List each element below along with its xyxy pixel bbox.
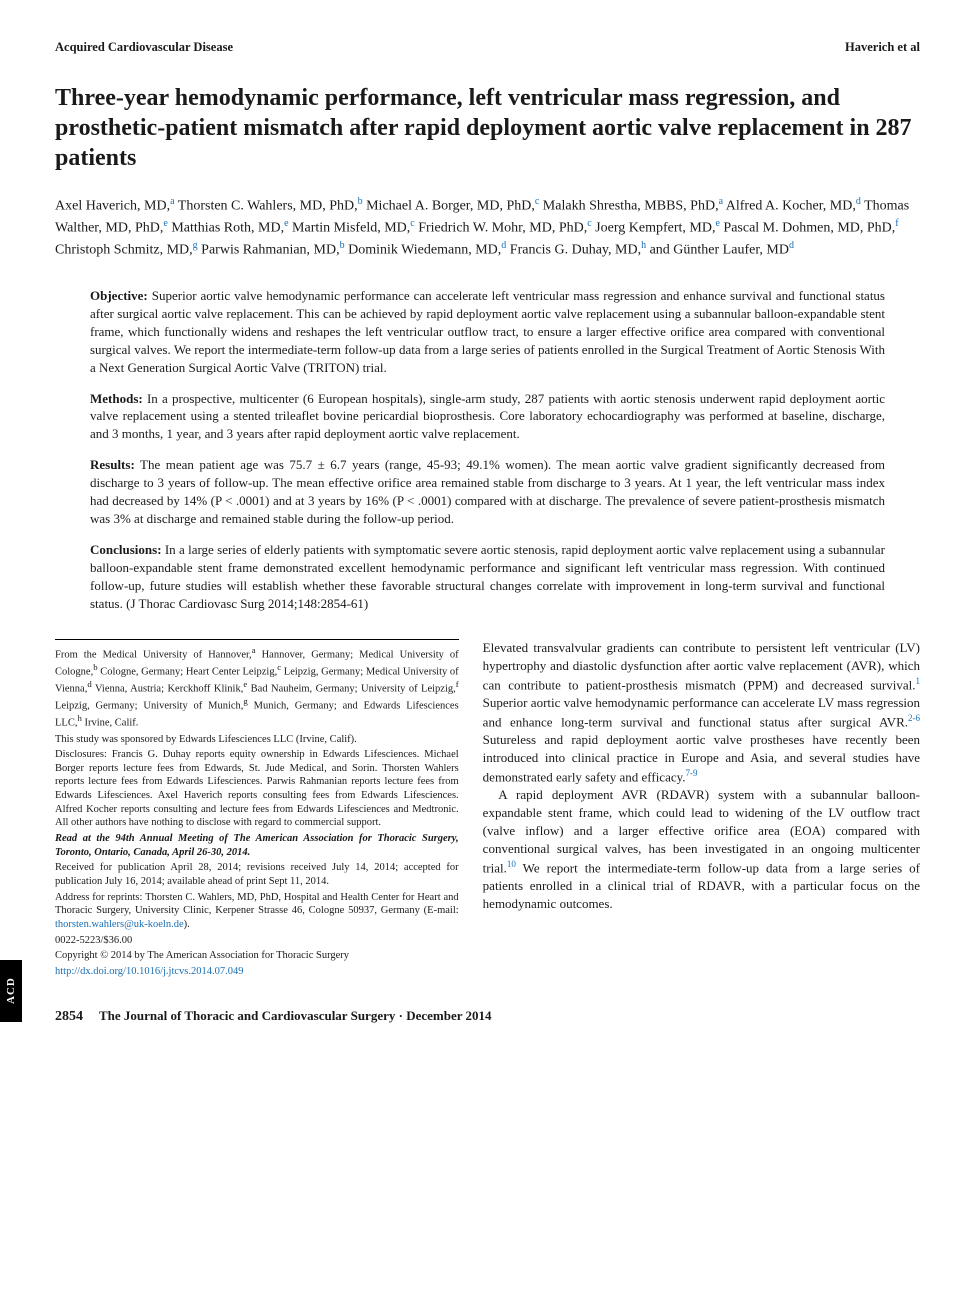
abstract-methods-label: Methods: <box>90 391 143 406</box>
journal-footer-line: The Journal of Thoracic and Cardiovascul… <box>99 1008 492 1024</box>
header-section-left: Acquired Cardiovascular Disease <box>55 40 233 55</box>
copyright: Copyright © 2014 by The American Associa… <box>55 949 459 963</box>
body-para-2: A rapid deployment AVR (RDAVR) system wi… <box>483 786 920 913</box>
abstract-conclusions: Conclusions: In a large series of elderl… <box>90 541 885 613</box>
abstract-objective: Objective: Superior aortic valve hemodyn… <box>90 287 885 377</box>
reprints-note: Address for reprints: Thorsten C. Wahler… <box>55 891 459 932</box>
abstract-results: Results: The mean patient age was 75.7 ±… <box>90 456 885 528</box>
abstract-objective-text: Superior aortic valve hemodynamic perfor… <box>90 288 885 375</box>
page-footer: 2854 The Journal of Thoracic and Cardiov… <box>55 1008 920 1025</box>
running-header: Acquired Cardiovascular Disease Haverich… <box>55 40 920 55</box>
article-title: Three-year hemodynamic performance, left… <box>55 83 920 173</box>
author-list: Axel Haverich, MD,a Thorsten C. Wahlers,… <box>55 195 920 261</box>
abstract-results-text: The mean patient age was 75.7 ± 6.7 year… <box>90 457 885 526</box>
issn: 0022-5223/$36.00 <box>55 934 459 948</box>
header-section-right: Haverich et al <box>845 40 920 55</box>
abstract-methods: Methods: In a prospective, multicenter (… <box>90 390 885 444</box>
footnotes-column: From the Medical University of Hannover,… <box>55 639 459 981</box>
doi-link[interactable]: http://dx.doi.org/10.1016/j.jtcvs.2014.0… <box>55 966 244 977</box>
reprints-tail: ). <box>184 919 190 930</box>
reprints-text: Address for reprints: Thorsten C. Wahler… <box>55 892 459 917</box>
received-note: Received for publication April 28, 2014;… <box>55 861 459 888</box>
abstract-objective-label: Objective: <box>90 288 148 303</box>
body-para-1: Elevated transvalvular gradients can con… <box>483 639 920 786</box>
abstract-conclusions-text: In a large series of elderly patients wi… <box>90 542 885 611</box>
side-tab-acd: ACD <box>0 960 22 1022</box>
abstract: Objective: Superior aortic valve hemodyn… <box>55 287 920 613</box>
disclosures: Disclosures: Francis G. Duhay reports eq… <box>55 748 459 830</box>
abstract-methods-text: In a prospective, multicenter (6 Europea… <box>90 391 885 442</box>
sponsor-note: This study was sponsored by Edwards Life… <box>55 733 459 747</box>
page-number: 2854 <box>55 1009 83 1025</box>
read-at-note: Read at the 94th Annual Meeting of The A… <box>55 832 459 859</box>
abstract-results-label: Results: <box>90 457 135 472</box>
reprints-email-link[interactable]: thorsten.wahlers@uk-koeln.de <box>55 919 184 930</box>
affiliations: From the Medical University of Hannover,… <box>55 645 459 731</box>
body-column: Elevated transvalvular gradients can con… <box>483 639 920 981</box>
abstract-conclusions-label: Conclusions: <box>90 542 162 557</box>
